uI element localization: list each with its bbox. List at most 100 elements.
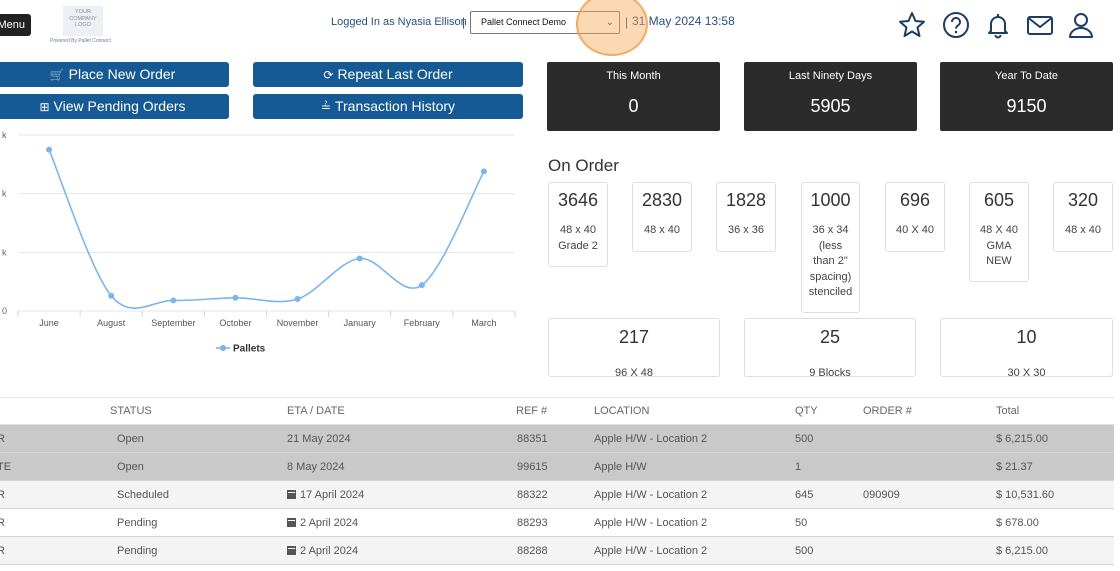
- row-location: Apple H/W - Location 2: [594, 489, 707, 501]
- data-point[interactable]: [480, 168, 487, 175]
- bell-icon[interactable]: [983, 10, 1013, 40]
- on-order-size: 30 X 30: [941, 366, 1112, 376]
- row-eta: 2 April 2024: [287, 517, 358, 529]
- row-location-text: Apple H/W - Location 2: [594, 517, 708, 529]
- on-order-qty: 217: [618, 327, 650, 347]
- row-location-text: Apple H/W - Location 2: [594, 545, 708, 557]
- chart-legend[interactable]: Pallets: [216, 344, 266, 355]
- row-qty-text: 500: [795, 545, 814, 557]
- header-status: STATUS: [110, 405, 152, 417]
- row-status: Open: [117, 461, 144, 473]
- on-order-size: 40 X 40: [886, 223, 944, 239]
- data-point[interactable]: [294, 295, 301, 302]
- top-header: Menu YOUR COMPANY LOGO Powered By Pallet…: [0, 0, 1120, 56]
- x-tick-label: September: [151, 318, 195, 328]
- header-ref: REF #: [516, 405, 548, 417]
- row-status-text: Pending: [117, 517, 158, 529]
- pending-orders-label: View Pending Orders: [53, 98, 186, 114]
- on-order-size-line: 36 x 34: [812, 224, 849, 236]
- row-order: 090909: [863, 489, 900, 501]
- row-total: $ 10,531.60: [996, 489, 1054, 501]
- on-order-size-line: 48 x 40: [643, 224, 681, 236]
- x-tick-label: June: [39, 318, 59, 328]
- row-type: R: [0, 433, 5, 445]
- calendar-icon: [287, 546, 296, 555]
- on-order-size: 48 X 40 GMA NEW: [970, 223, 1028, 270]
- on-order-size: 48 x 40: [1054, 223, 1112, 239]
- x-tick-label: October: [219, 318, 251, 328]
- row-status: Pending: [117, 517, 157, 529]
- data-point[interactable]: [108, 292, 115, 299]
- x-tick-label: November: [277, 318, 319, 328]
- row-eta-text: 17 April 2024: [300, 489, 365, 501]
- x-tick-label: January: [344, 318, 377, 328]
- row-ref: 88322: [517, 489, 548, 501]
- stat-label: Last Ninety Days: [788, 70, 873, 82]
- data-point[interactable]: [46, 146, 53, 153]
- row-type: R: [0, 517, 5, 529]
- on-order-size-line: NEW: [986, 255, 1012, 267]
- logged-in-text: Logged In as Nyasia Ellison: [331, 16, 467, 28]
- on-order-size: 48 x 40: [633, 223, 691, 239]
- on-order-card: 605 48 X 40 GMA NEW: [969, 182, 1029, 282]
- on-order-size-line: spacing): [809, 270, 852, 283]
- click-highlight: [576, 0, 648, 56]
- on-order-card: 320 48 x 40: [1053, 182, 1113, 252]
- current-datetime: 31 May 2024 13:58: [632, 14, 735, 28]
- row-eta-text: 21 May 2024: [287, 433, 351, 445]
- table-header: STATUS ETA / DATE REF # LOCATION QTY ORD…: [0, 397, 1114, 425]
- calendar-icon: [287, 490, 296, 499]
- header-location: LOCATION: [594, 405, 650, 417]
- row-type: R: [0, 489, 5, 501]
- row-total-text: $ 6,215.00: [996, 433, 1048, 445]
- on-order-size-line: 36 x 36: [727, 224, 765, 236]
- data-point[interactable]: [418, 282, 425, 289]
- row-eta: 8 May 2024: [287, 461, 344, 473]
- view-pending-orders-button[interactable]: ⊞ View Pending Orders: [0, 94, 229, 119]
- row-type: TE: [0, 461, 11, 473]
- on-order-card: 2830 48 x 40: [632, 182, 692, 252]
- on-order-qty: 2830: [641, 190, 683, 210]
- row-type-text: R: [0, 433, 5, 445]
- row-location-text: Apple H/W - Location 2: [594, 433, 708, 445]
- on-order-card: 1828 36 x 36: [716, 182, 776, 252]
- help-icon[interactable]: [941, 10, 971, 40]
- legend-marker: [220, 345, 226, 351]
- on-order-qty: 10: [1016, 327, 1037, 347]
- stat-label: This Month: [606, 70, 661, 82]
- on-order-size-line: 9 Blocks: [809, 367, 851, 377]
- stat-value: 9150: [1006, 96, 1047, 116]
- row-order-text: 090909: [863, 489, 900, 501]
- stat-this-month: This Month 0: [547, 62, 720, 131]
- menu-button[interactable]: Menu: [0, 14, 31, 36]
- table-row[interactable]: TE Open 8 May 2024 99615 Apple H/W 1 $ 21.37: [0, 453, 1114, 481]
- data-point[interactable]: [170, 297, 177, 304]
- y-tick-label: 0: [2, 306, 7, 316]
- table-row[interactable]: R Open 21 May 2024 88351 Apple H/W - Locatio…: [0, 425, 1114, 453]
- data-point[interactable]: [232, 294, 239, 301]
- repeat-last-order-button[interactable]: ⟳ Repeat Last Order: [253, 62, 523, 87]
- on-order-qty: 25: [819, 327, 841, 347]
- mail-icon[interactable]: [1025, 10, 1055, 40]
- stat-value: 5905: [810, 96, 851, 116]
- table-row[interactable]: R Scheduled 17 April 2024 88322 Apple H/W - …: [0, 481, 1114, 509]
- row-qty: 645: [795, 489, 813, 501]
- star-icon[interactable]: [897, 10, 927, 40]
- chart-icon: ≟: [320, 100, 331, 114]
- table-row[interactable]: R Pending 2 April 2024 88293 Apple H/W - Loc…: [0, 509, 1114, 537]
- cart-icon: 🛒: [49, 68, 65, 82]
- user-icon[interactable]: [1066, 10, 1096, 40]
- transaction-history-label: Transaction History: [334, 98, 456, 114]
- row-ref-text: 88322: [517, 489, 548, 501]
- data-point[interactable]: [356, 255, 363, 262]
- transaction-history-button[interactable]: ≟ Transaction History: [253, 94, 523, 119]
- place-new-order-button[interactable]: 🛒 Place New Order: [0, 62, 229, 87]
- table-row[interactable]: R Pending 2 April 2024 88288 Apple H/W - Loc…: [0, 537, 1114, 565]
- on-order-qty: 1828: [725, 190, 767, 210]
- row-ref: 88351: [517, 433, 548, 445]
- header-eta: ETA / DATE: [287, 405, 345, 417]
- row-location: Apple H/W: [594, 461, 647, 473]
- on-order-qty: 1000: [810, 190, 851, 210]
- on-order-card: 696 40 X 40: [885, 182, 945, 252]
- row-qty: 50: [795, 517, 807, 529]
